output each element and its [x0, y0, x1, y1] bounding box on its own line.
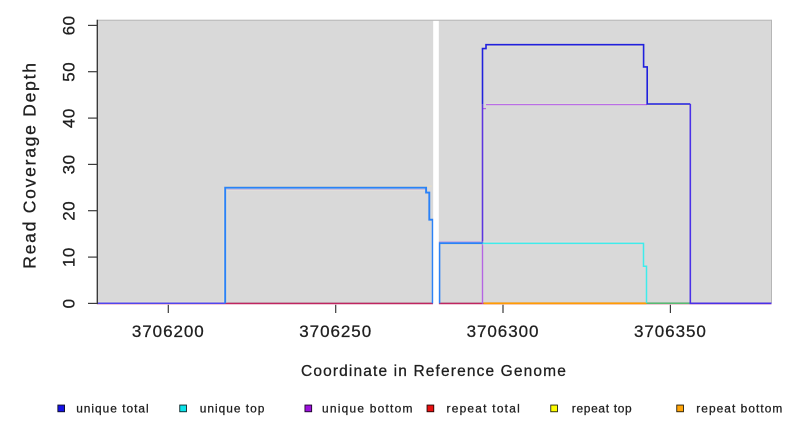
- svg-text:Coordinate in Reference Genome: Coordinate in Reference Genome: [301, 363, 567, 380]
- svg-text:10: 10: [60, 247, 79, 267]
- svg-text:repeat top: repeat top: [572, 401, 633, 415]
- svg-text:3706350: 3706350: [634, 322, 707, 341]
- svg-text:unique bottom: unique bottom: [322, 401, 414, 415]
- svg-text:60: 60: [60, 15, 79, 35]
- svg-text:20: 20: [60, 201, 79, 221]
- svg-text:repeat total: repeat total: [447, 401, 522, 415]
- svg-text:unique total: unique total: [76, 401, 150, 415]
- svg-text:3706300: 3706300: [467, 322, 540, 341]
- svg-text:repeat bottom: repeat bottom: [696, 401, 783, 415]
- svg-text:30: 30: [60, 154, 79, 174]
- svg-text:3706250: 3706250: [299, 322, 372, 341]
- svg-text:40: 40: [60, 108, 79, 128]
- svg-text:0: 0: [60, 298, 79, 308]
- svg-text:unique top: unique top: [200, 401, 266, 415]
- svg-text:3706200: 3706200: [132, 322, 205, 341]
- svg-text:Read Coverage Depth: Read Coverage Depth: [20, 61, 40, 268]
- svg-text:50: 50: [60, 62, 79, 82]
